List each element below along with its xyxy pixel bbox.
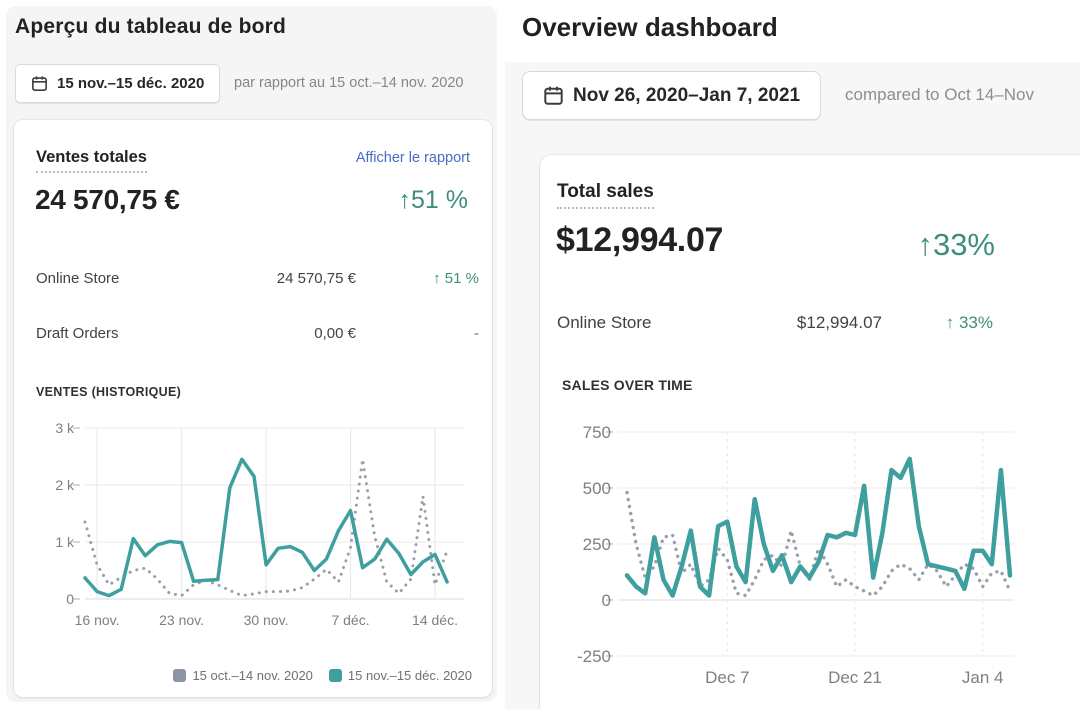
dashboard-panel-en: Overview dashboard Nov 26, 2020–Jan 7, 2… xyxy=(505,0,1080,709)
channel-label: Draft Orders xyxy=(36,325,119,342)
channel-row-online-store: Online Store $12,994.07 ↑ 33% xyxy=(557,313,993,333)
metric-title-en[interactable]: Total sales xyxy=(557,181,654,209)
total-sales-delta-fr: ↑51 % xyxy=(398,186,468,214)
date-range-picker-fr[interactable]: 15 nov.–15 déc. 2020 xyxy=(15,64,221,103)
sales-history-chart-fr: 3 k 2 k 1 k 016 nov. 23 nov. 30 nov. 7 déc. 14 … xyxy=(55,420,464,628)
svg-text:500: 500 xyxy=(583,479,611,498)
svg-text:2 k: 2 k xyxy=(55,477,75,493)
channel-label: Online Store xyxy=(557,313,652,332)
svg-text:250: 250 xyxy=(583,535,611,554)
header-bar: Overview dashboard xyxy=(505,0,1080,62)
total-sales-card-fr: Ventes totales Afficher le rapport 24 57… xyxy=(14,120,492,697)
page-title-fr: Aperçu du tableau de bord xyxy=(15,15,287,38)
svg-text:Dec 21: Dec 21 xyxy=(828,668,882,687)
calendar-icon xyxy=(543,85,564,106)
comparison-period-text-en: compared to Oct 14–Nov xyxy=(845,85,1034,104)
svg-text:750: 750 xyxy=(583,423,611,442)
channel-row-online-store: Online Store 24 570,75 € ↑ 51 % xyxy=(36,270,479,287)
total-sales-value-en: $12,994.07 xyxy=(556,221,724,259)
svg-text:3 k: 3 k xyxy=(55,420,75,436)
svg-text:14 déc.: 14 déc. xyxy=(412,612,458,628)
svg-text:Dec 7: Dec 7 xyxy=(705,668,749,687)
total-sales-value-fr: 24 570,75 € xyxy=(35,184,180,215)
total-sales-delta-en: ↑33% xyxy=(917,227,995,262)
legend-label: 15 nov.–15 déc. 2020 xyxy=(347,668,472,683)
channel-row-draft-orders: Draft Orders 0,00 € - xyxy=(36,325,479,342)
view-report-link[interactable]: Afficher le rapport xyxy=(355,150,470,166)
legend-swatch-current xyxy=(328,669,342,682)
channel-delta: ↑ 33% xyxy=(945,313,993,332)
metric-title-fr[interactable]: Ventes totales xyxy=(36,148,147,173)
legend-item-current: 15 nov.–15 déc. 2020 xyxy=(328,668,472,683)
legend-swatch-previous xyxy=(173,669,187,682)
svg-text:0: 0 xyxy=(602,591,611,610)
date-range-label-en: Nov 26, 2020–Jan 7, 2021 xyxy=(573,84,801,106)
svg-text:-250: -250 xyxy=(577,647,611,666)
date-range-picker-en[interactable]: Nov 26, 2020–Jan 7, 2021 xyxy=(522,71,822,120)
chart-legend: 15 oct.–14 nov. 2020 15 nov.–15 déc. 202… xyxy=(14,668,472,683)
svg-text:30 nov.: 30 nov. xyxy=(244,612,289,628)
date-range-label-fr: 15 nov.–15 déc. 2020 xyxy=(57,75,205,92)
channel-value: 0,00 € xyxy=(314,325,356,342)
svg-text:23 nov.: 23 nov. xyxy=(159,612,204,628)
legend-item-previous: 15 oct.–14 nov. 2020 xyxy=(173,668,313,683)
svg-text:Jan 4: Jan 4 xyxy=(962,668,1004,687)
legend-label: 15 oct.–14 nov. 2020 xyxy=(192,668,313,683)
svg-text:16 nov.: 16 nov. xyxy=(75,612,120,628)
channel-delta: - xyxy=(474,325,479,342)
sales-over-time-chart-en: 750 500 250 0 -250 Dec 7 Dec 21 Jan 4 xyxy=(577,423,1014,687)
svg-text:1 k: 1 k xyxy=(55,534,75,550)
comparison-period-text-fr: par rapport au 15 oct.–14 nov. 2020 xyxy=(234,75,464,91)
chart-section-title-fr: VENTES (HISTORIQUE) xyxy=(36,385,182,399)
channel-value: $12,994.07 xyxy=(796,313,882,332)
svg-text:7 déc.: 7 déc. xyxy=(331,612,369,628)
dashboard-panel-fr: Aperçu du tableau de bord 15 nov.–15 déc… xyxy=(6,6,497,702)
channel-value: 24 570,75 € xyxy=(276,270,356,287)
total-sales-card-en: Total sales $12,994.07 ↑33% Online Store… xyxy=(540,155,1080,709)
channel-delta: ↑ 51 % xyxy=(433,270,479,287)
chart-section-title-en: SALES OVER TIME xyxy=(562,377,693,393)
page-title-en: Overview dashboard xyxy=(522,12,778,42)
channel-label: Online Store xyxy=(36,270,120,287)
svg-text:0: 0 xyxy=(66,591,74,607)
calendar-icon xyxy=(31,75,48,92)
